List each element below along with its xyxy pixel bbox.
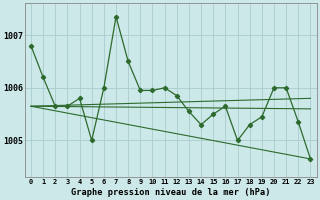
- X-axis label: Graphe pression niveau de la mer (hPa): Graphe pression niveau de la mer (hPa): [71, 188, 270, 197]
